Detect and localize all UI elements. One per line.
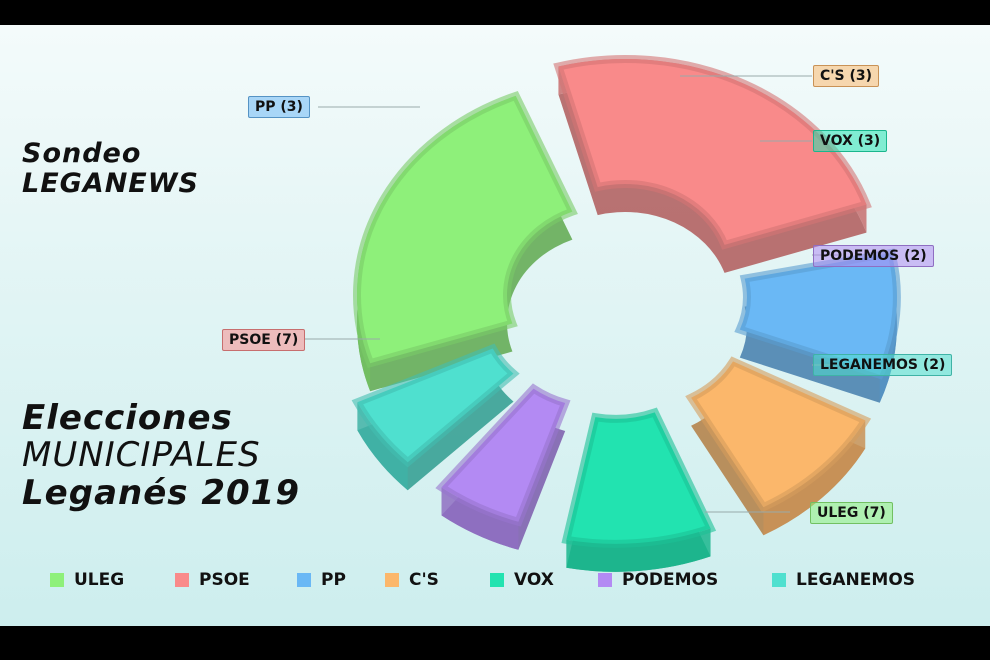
data-label-leganemos: LEGANEMOS (2) bbox=[813, 354, 953, 376]
legend-swatch bbox=[297, 573, 311, 587]
legend-swatch bbox=[50, 573, 64, 587]
legend-swatch bbox=[772, 573, 786, 587]
slice-podemos bbox=[435, 383, 571, 527]
legend-swatch bbox=[175, 573, 189, 587]
legend-label: C'S bbox=[409, 570, 439, 590]
legend-label: PSOE bbox=[199, 570, 250, 590]
election-title: Elecciones MUNICIPALES Leganés 2019 bbox=[22, 398, 300, 513]
legend-item-psoe: PSOE bbox=[175, 570, 250, 590]
legend-label: PP bbox=[321, 570, 346, 590]
legend-item-podemos: PODEMOS bbox=[598, 570, 718, 590]
legend-item-pp: PP bbox=[297, 570, 346, 590]
legend-item-cs: C'S bbox=[385, 570, 439, 590]
data-label-cs: C'S (3) bbox=[813, 65, 880, 87]
title-elecciones: Elecciones bbox=[22, 398, 233, 438]
chart-canvas: Sondeo LEGANEWS Elecciones MUNICIPALES L… bbox=[0, 25, 990, 626]
data-label-vox: VOX (3) bbox=[813, 130, 888, 152]
legend-swatch bbox=[598, 573, 612, 587]
legend-item-vox: VOX bbox=[490, 570, 554, 590]
slice-leganemos bbox=[351, 343, 520, 468]
slice-cs bbox=[685, 356, 872, 513]
title-sondeo: Sondeo bbox=[22, 138, 142, 169]
title-leganews: LEGANEWS bbox=[22, 167, 199, 199]
title-leganes-2019: Leganés 2019 bbox=[22, 472, 300, 513]
legend-label: VOX bbox=[514, 570, 554, 590]
legend-label: ULEG bbox=[74, 570, 125, 590]
donut-chart bbox=[305, 54, 901, 572]
legend-swatch bbox=[490, 573, 504, 587]
data-label-podemos: PODEMOS (2) bbox=[813, 245, 934, 267]
data-label-pp: PP (3) bbox=[248, 96, 310, 118]
title-municipales: MUNICIPALES bbox=[22, 435, 261, 476]
data-label-uleg: ULEG (7) bbox=[810, 502, 893, 524]
legend-label: PODEMOS bbox=[622, 570, 719, 590]
slice-uleg bbox=[353, 90, 578, 369]
legend-item-uleg: ULEG bbox=[50, 570, 124, 590]
legend-swatch bbox=[385, 573, 399, 587]
legend-item-leganemos: LEGANEMOS bbox=[772, 570, 915, 590]
data-label-psoe: PSOE (7) bbox=[222, 329, 306, 351]
legend: ULEG PSOE PP C'S VOX PODEMOS LEGANEMOS bbox=[50, 570, 950, 594]
slice-psoe bbox=[553, 54, 872, 250]
source-title: Sondeo LEGANEWS bbox=[22, 139, 199, 198]
slice-vox bbox=[561, 407, 717, 548]
legend-label: LEGANEMOS bbox=[796, 570, 916, 590]
